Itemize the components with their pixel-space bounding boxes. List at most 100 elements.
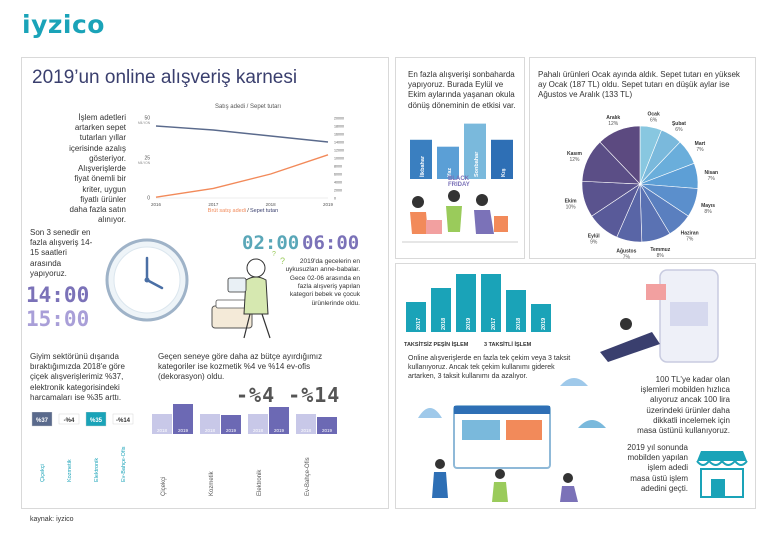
season-label: Yaz <box>447 168 453 177</box>
bar-2019-label: 2019 <box>322 428 333 433</box>
install-bar <box>431 288 451 332</box>
pie-slice <box>599 125 641 185</box>
black-friday-label: BLACK FRIDAY <box>448 176 470 188</box>
category2-text: Geçen seneye göre daha az bütçe ayırdığı… <box>158 352 323 382</box>
y-left-unit: MİLYON <box>138 120 151 125</box>
legend-separator: / <box>247 208 249 214</box>
pie-chart: Ocak6%Şubat6%Mart7%Nisan7%Mayıs8%Haziran… <box>565 111 718 260</box>
line-series-satis <box>155 154 329 198</box>
line-series-sepet <box>155 125 329 143</box>
pie-label: Aralık <box>606 115 620 121</box>
bar-2019-label: 2019 <box>226 428 237 433</box>
category-change-bar <box>31 412 53 427</box>
y-right-tick: 4000 <box>334 181 342 185</box>
pie-label: Temmuz <box>650 247 670 253</box>
parachute-illustration <box>418 378 606 502</box>
pie-pct: 10% <box>566 205 577 211</box>
pie-pct: 7% <box>708 176 716 182</box>
x-tick-label: 2018 <box>266 202 277 207</box>
time-end: 15:00 <box>26 307 90 331</box>
category-text: Giyim sektörünü dışarıda bıraktığımızda … <box>30 352 125 402</box>
bar-2019-label: 2019 <box>274 428 285 433</box>
install-bar-label: 2019 <box>541 318 547 330</box>
pie-label: Ocak <box>648 111 660 117</box>
install-text: Online alışverişlerde en fazla tek çekim… <box>408 355 571 380</box>
mobile2-text: 2019 yıl sonunda mobilden yapılan işlem … <box>627 443 688 493</box>
install-bar <box>506 290 526 332</box>
brand-logo: iyzico <box>22 10 105 39</box>
pie-label: Şubat <box>672 121 686 127</box>
install-bar <box>456 274 476 332</box>
category-name: Çiçekçi <box>161 477 167 496</box>
install-bar <box>531 304 551 332</box>
category-name: Ev-Bahçe-Ofis <box>305 457 311 496</box>
clock-icon <box>105 238 189 322</box>
y-right-tick: 8000 <box>334 165 342 169</box>
store-icon <box>696 451 748 498</box>
bar-2019 <box>221 415 241 434</box>
category-change-label: -%14 <box>116 418 131 424</box>
install-bar <box>406 302 426 332</box>
season-label: İlkbahar <box>419 155 426 177</box>
bar-2018 <box>248 414 268 434</box>
time-text: Son 3 senedir en fazla alışveriş 14-15 s… <box>30 228 93 278</box>
pie-label: Haziran <box>681 231 699 237</box>
install-bar-label: 2018 <box>441 318 447 330</box>
source-note: kaynak: iyzico <box>30 516 74 523</box>
page-title: 2019’un online alışveriş karnesi <box>32 67 298 88</box>
bar-2018-label: 2018 <box>205 428 216 433</box>
category2-big: -%4 -%14 <box>236 383 341 407</box>
install-bar-label: 2019 <box>466 318 472 330</box>
y-right-tick: 16000 <box>334 133 344 137</box>
category-name: Kozmetik <box>67 459 73 482</box>
install-bar-label: 2018 <box>516 318 522 330</box>
season-bar <box>491 139 513 179</box>
legend-label-sepet: Sepet tutarı <box>250 208 278 214</box>
pie-pct: 8% <box>704 209 712 215</box>
bar-2019 <box>173 404 193 434</box>
bar-2018 <box>296 414 316 434</box>
svg-text:?: ? <box>272 251 276 258</box>
bar-2019 <box>317 417 337 434</box>
season-label: Kış <box>501 168 507 177</box>
pie-pct: 7% <box>623 255 631 260</box>
season-chart: İlkbahar Yaz Sonbahar Kış <box>410 123 513 179</box>
pie-label: Nisan <box>704 170 718 176</box>
season-bar <box>410 139 432 179</box>
season-bar <box>464 123 486 179</box>
night-end: 06:00 <box>302 232 360 254</box>
night-text: 2019'da gecelerin en uykusuzları anne-ba… <box>285 258 360 307</box>
bar-2018 <box>200 414 220 434</box>
install-group-label: TAKSİTSİZ PEŞİN İŞLEM <box>404 341 469 348</box>
y-left-tick: 25 <box>144 156 150 162</box>
category-change-label: %37 <box>36 418 49 424</box>
pie-pct: 6% <box>675 127 683 133</box>
legend-label-satis: Brüt satış adedi <box>208 208 246 214</box>
pie-label: Ağustos <box>616 249 636 255</box>
category-name: Elektronik <box>94 458 100 482</box>
install-chart: 2017 2018 2019 2017 2018 2019 TAKSİTSİZ PEŞİN … <box>404 274 551 348</box>
category-name: Ev-Bahçe-Ofis <box>121 446 127 482</box>
category-change-bar <box>112 413 134 425</box>
season-text: En fazla alışverişi sonbaharda yapıyoruz… <box>408 70 516 110</box>
pie-pct: 7% <box>696 147 704 153</box>
pie-pct: 6% <box>650 117 658 123</box>
category-change-label: -%4 <box>64 418 75 424</box>
shoppers-illustration <box>402 190 518 243</box>
category-change-bar <box>58 413 80 425</box>
pie-label: Mart <box>695 141 706 147</box>
y-left-tick: 0 <box>147 196 150 202</box>
category-name: Çiçekçi <box>40 464 46 482</box>
time-start: 14:00 <box>26 283 90 307</box>
bar-2018-label: 2018 <box>253 428 264 433</box>
category-change-chart: %37 Çiçekçi -%4 Kozmetik %35 Elektronik -%14 Ev… <box>31 412 134 482</box>
y-right-tick: 14000 <box>334 141 344 145</box>
pie-text: Pahalı ürünleri Ocak ayında aldık. Sepet… <box>538 70 740 100</box>
x-tick-label: 2017 <box>208 202 219 207</box>
pie-pct: 7% <box>686 237 694 243</box>
night-start: 02:00 <box>242 232 300 254</box>
pie-label: Eylül <box>588 234 601 240</box>
install-group-label: 3 TAKSİTLİ İŞLEM <box>484 341 532 348</box>
category-name: Kozmetik <box>209 470 215 496</box>
y-right-tick: 2000 <box>334 189 342 193</box>
